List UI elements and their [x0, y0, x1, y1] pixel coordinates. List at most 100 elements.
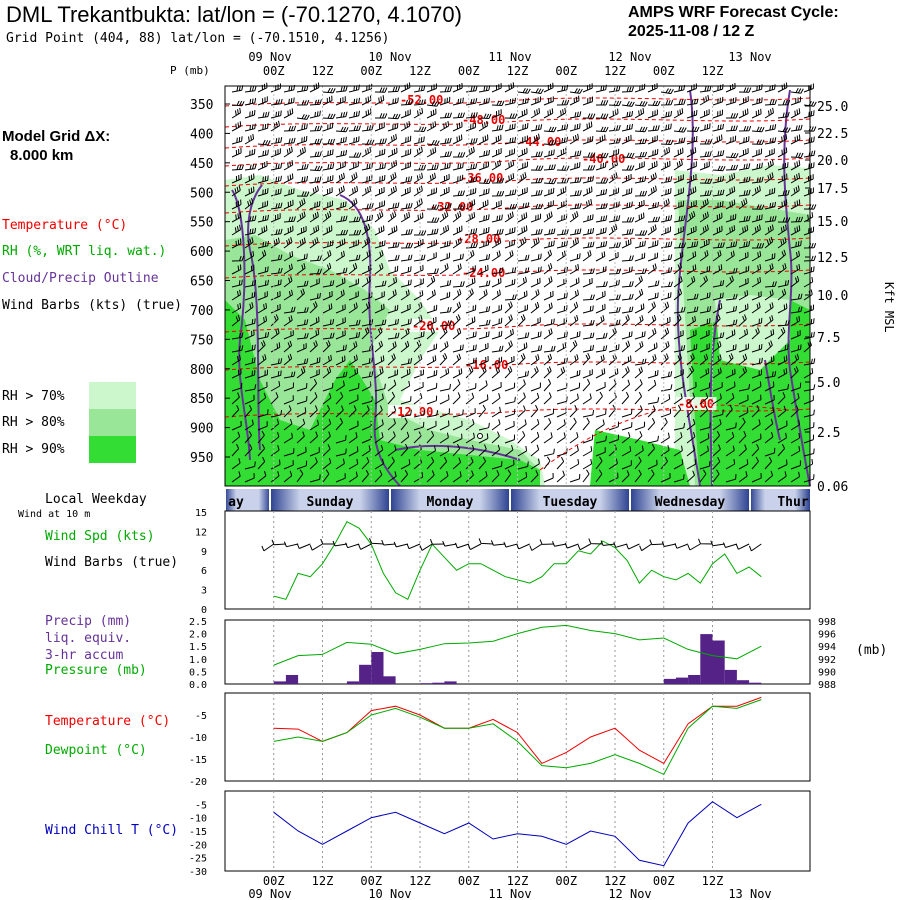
wind-barb [582, 434, 594, 444]
wind-barb [296, 418, 306, 431]
wind-barb [712, 382, 723, 392]
wind-barb [244, 291, 256, 301]
wind-barb [699, 445, 709, 457]
model-grid-value: 8.000 km [10, 147, 74, 164]
wind-barb [439, 341, 449, 353]
wind-barb [374, 327, 383, 340]
wind-barb [400, 161, 412, 171]
wind-barb [322, 163, 335, 171]
wind-barb [478, 97, 490, 106]
wind-barb [673, 382, 684, 392]
wind-barb [491, 148, 502, 158]
precip-label-1: Precip (mm) [45, 614, 132, 629]
wind-barb [569, 354, 579, 366]
wind-barb [686, 161, 697, 171]
wind-barb [582, 165, 596, 171]
wind-barb [361, 327, 370, 340]
wind-barb [595, 281, 608, 288]
wind-barb [686, 444, 696, 457]
wind-barb [322, 87, 336, 94]
wind-barb [426, 204, 440, 210]
wind-barb [660, 456, 668, 470]
wind-barb [270, 471, 280, 483]
wind-barb [660, 316, 671, 327]
wind-barb [712, 123, 724, 132]
wind-barb [517, 225, 528, 236]
wind-barb [517, 379, 526, 392]
wind-barb [413, 107, 424, 119]
surface-wind-barb [490, 540, 506, 546]
wind-barb [582, 344, 594, 353]
wind-barb [530, 331, 542, 340]
surface-wind-barb [639, 543, 652, 552]
wind-barb [283, 225, 294, 236]
wind-barb [660, 341, 670, 353]
wind-barb [634, 252, 646, 262]
wind-barb [452, 162, 464, 171]
wind-barb [504, 396, 516, 405]
wind-barb [673, 445, 683, 457]
wind-barb [387, 318, 399, 327]
wind-barb [348, 84, 360, 93]
wind-barb [621, 379, 631, 392]
isotherm-label: -8.00 [678, 397, 714, 411]
wind-barb [244, 394, 255, 405]
wind-barb [478, 264, 489, 275]
wind-barb [556, 292, 568, 301]
wind-barb [803, 162, 815, 171]
wind-barb [725, 267, 738, 275]
wind-barb [673, 108, 684, 119]
wind-barb [751, 162, 763, 171]
wind-barb [465, 187, 477, 197]
wind-barb [582, 152, 596, 158]
wind-barb [543, 249, 553, 262]
pressure-tick-label: 350 [190, 98, 213, 113]
wind-barb [257, 409, 269, 418]
wind-barb [647, 459, 658, 470]
height-tick-label: 25.0 [817, 100, 848, 115]
wind-barb [790, 366, 799, 379]
wind-barb [452, 420, 463, 431]
wind-barb [764, 381, 775, 392]
wind-barb [283, 330, 294, 340]
grid-point-label: Grid Point (404, 88) lat/lon = (-70.1510… [6, 31, 390, 46]
wind-barb [621, 173, 632, 184]
wind-barb [478, 444, 487, 457]
wind-barb [309, 369, 320, 379]
wind-barb [569, 459, 580, 470]
wind-barb [374, 174, 386, 184]
wind-barb [673, 174, 684, 184]
wind-barb [348, 354, 358, 366]
wind-barb [803, 422, 815, 431]
wind-speed-axis-tick-label: 0 [201, 605, 207, 616]
wind-barb [777, 432, 787, 444]
wind-barb [231, 264, 242, 275]
weekday-label: Monday [427, 495, 474, 510]
wind-barb [257, 331, 270, 340]
wind-barb [348, 302, 358, 314]
wind-barb [673, 393, 683, 405]
wind-barb [491, 366, 501, 379]
wind-barb [439, 86, 452, 93]
wind-barb [647, 435, 659, 444]
wind-barb [751, 126, 765, 133]
wind-barb [244, 280, 257, 288]
wind-barb [712, 225, 723, 236]
wind-barb [647, 370, 659, 379]
wind-barb [335, 201, 347, 210]
pressure-tick-label: 650 [190, 275, 213, 290]
wind-barb [504, 434, 515, 444]
wind-barb [543, 290, 554, 301]
wind-barb [699, 318, 711, 327]
wind-barb [582, 250, 592, 262]
wind-barb [361, 292, 373, 301]
wind-barb [803, 384, 816, 392]
wind-barb [400, 443, 409, 457]
wind-barb [556, 136, 568, 145]
wind-chill-label: Wind Chill T (°C) [45, 823, 179, 838]
weekday-label: ay [228, 495, 244, 510]
wind-barb [322, 122, 334, 132]
surface-wind-barb [674, 543, 689, 549]
wind-barb [595, 266, 607, 275]
wind-barb [556, 99, 570, 106]
